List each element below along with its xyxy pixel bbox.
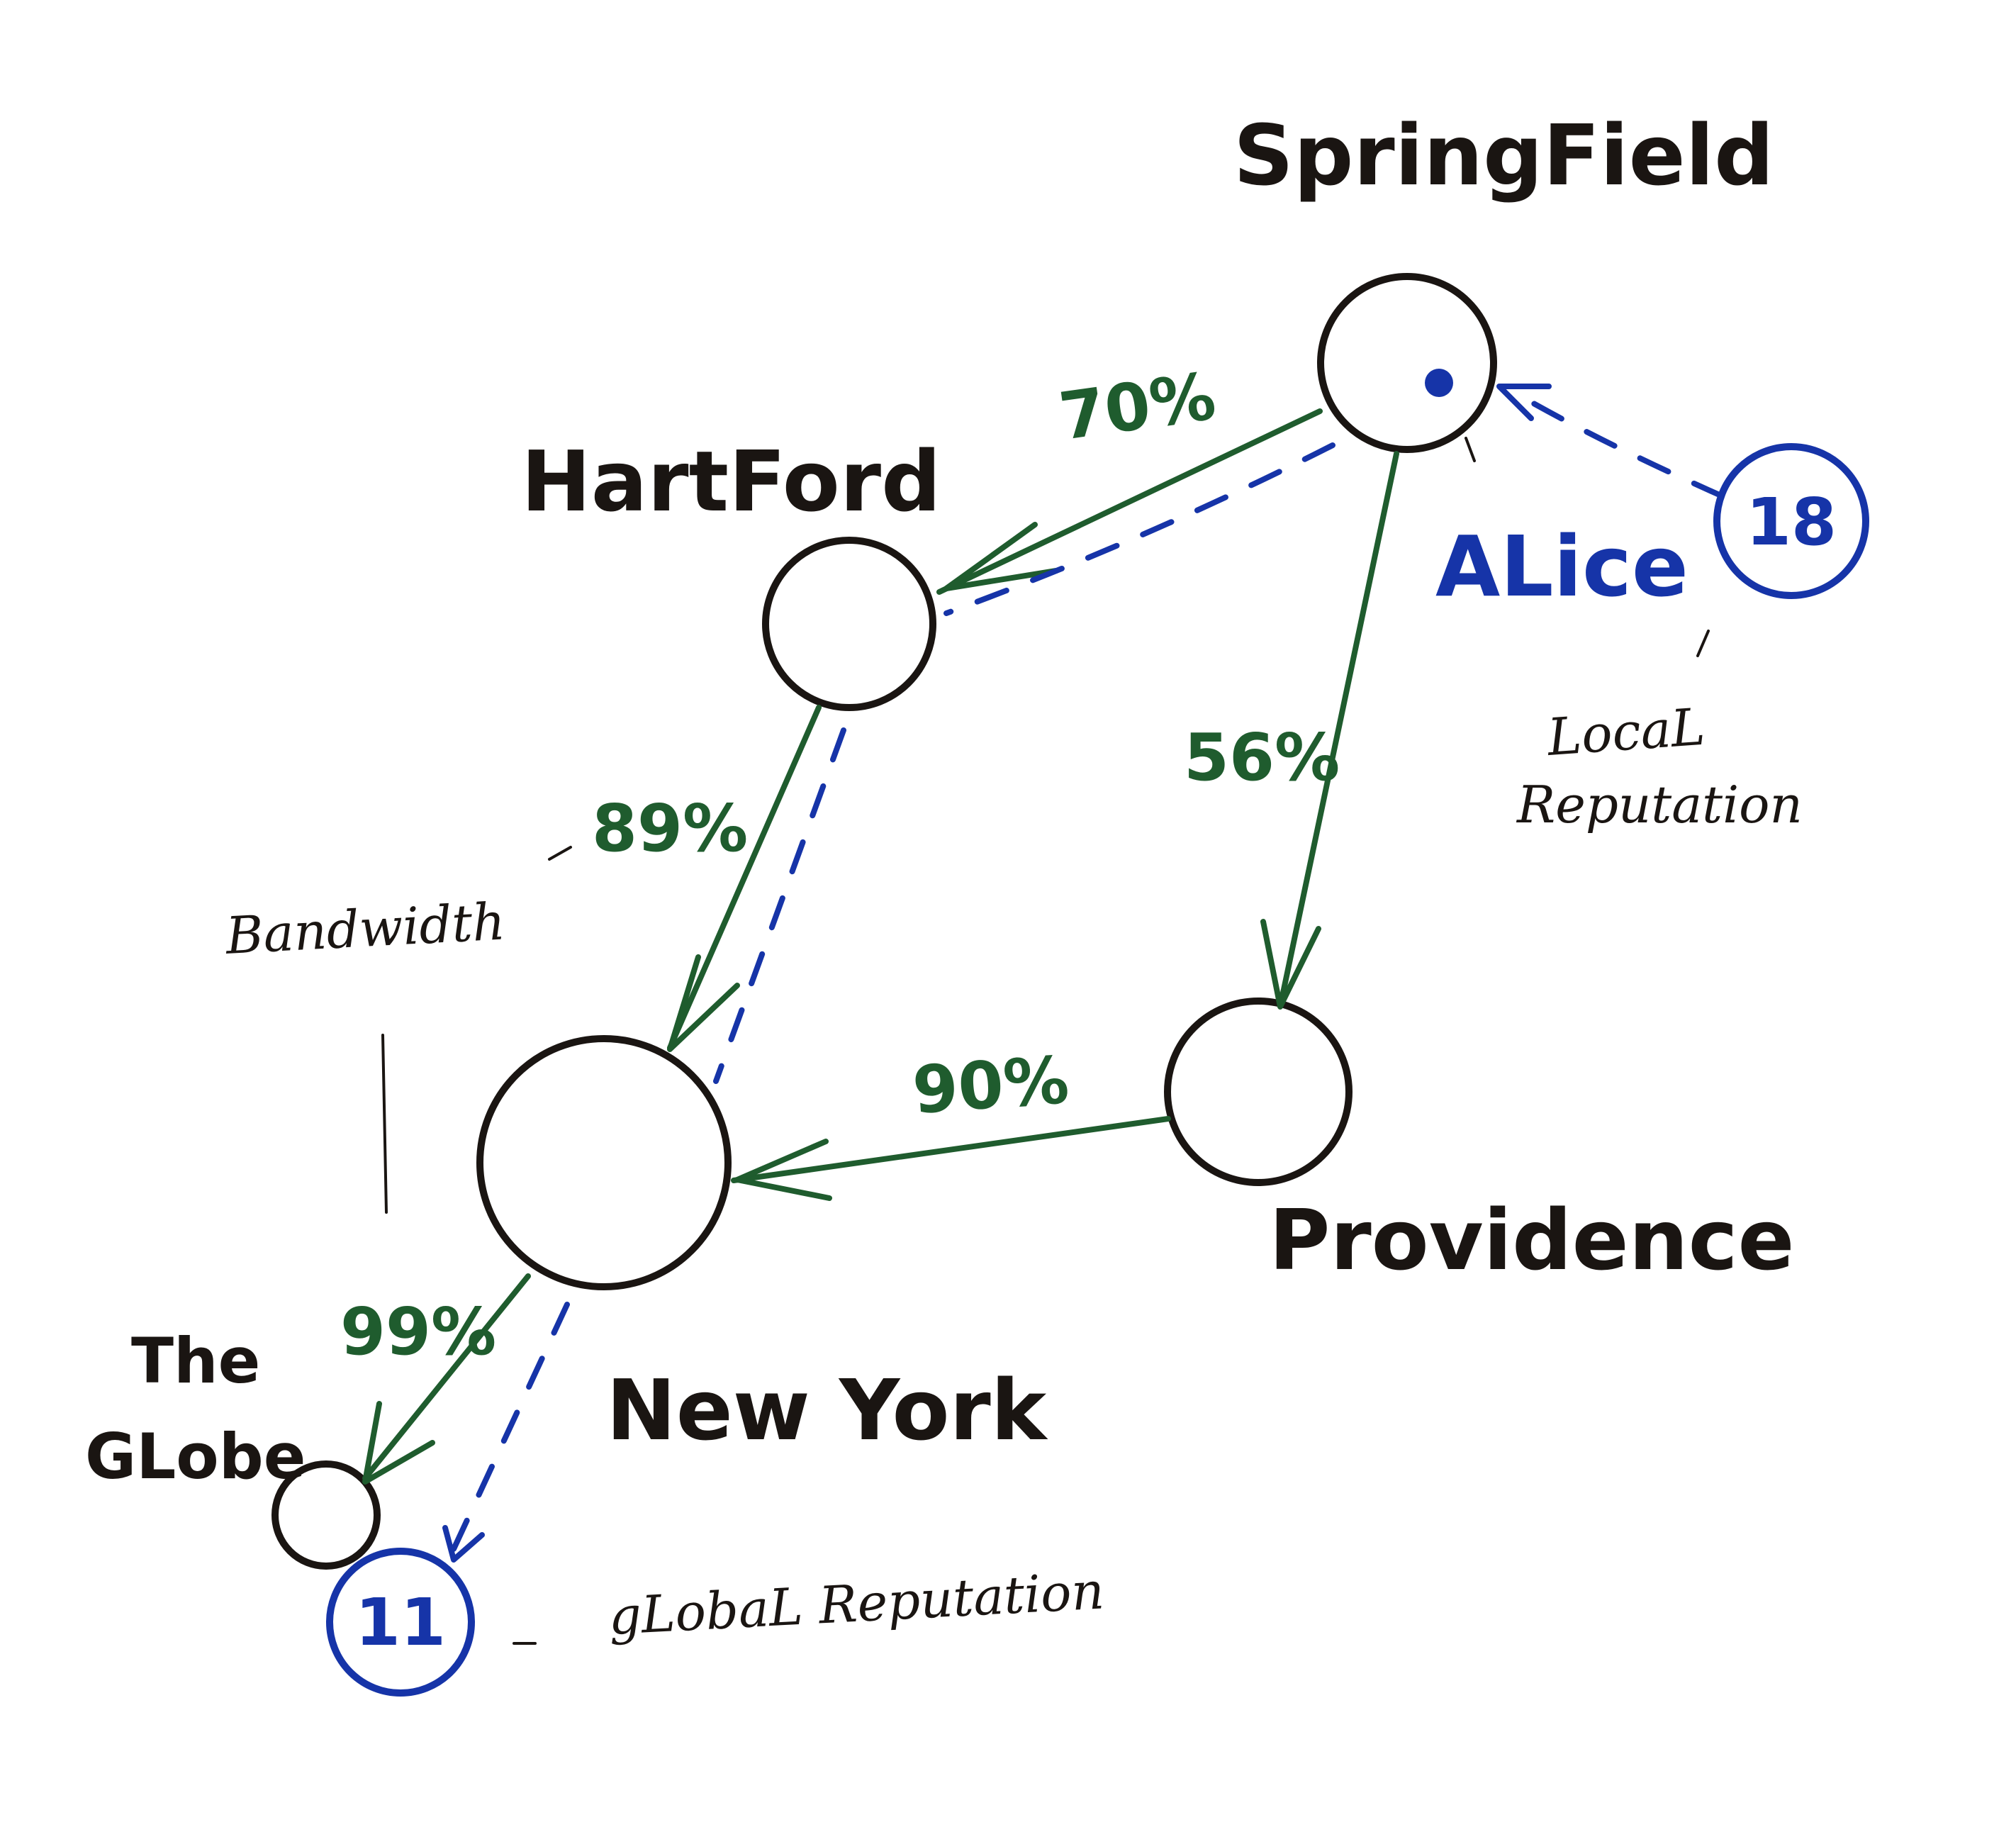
annotation-bandwidth: Bandwidth	[223, 891, 506, 966]
label-the-globe-line2: GLobe	[85, 1420, 306, 1493]
bandwidth-springfield-hartford: 70%	[1055, 358, 1220, 455]
alice-dot	[1425, 369, 1453, 397]
global-reputation-value: 11	[355, 1585, 446, 1660]
bandwidth-new-york-the-globe: 99%	[340, 1294, 496, 1370]
edge-hartford-new-york	[667, 705, 822, 1051]
edge-new-york-the-globe	[362, 1273, 531, 1481]
label-springfield: SpringField	[1233, 106, 1774, 204]
label-the-globe-line1: The	[131, 1324, 260, 1397]
arrowhead-global-reputation	[442, 1525, 485, 1563]
reputation-path-local-to-alice	[1507, 387, 1725, 499]
node-providence	[1164, 998, 1353, 1186]
arrowhead-providence	[1260, 919, 1321, 1010]
annotation-local-reputation-line2: Reputation	[1516, 775, 1803, 834]
arrowhead-the-globe	[362, 1401, 435, 1485]
arrowhead-new-york-from-hartford	[667, 954, 740, 1052]
local-reputation-value: 18	[1746, 484, 1837, 560]
annotation-local-reputation-line1: LocaL	[1544, 697, 1707, 767]
reputation-path-springfield-hartford	[943, 442, 1335, 616]
alice-leader-line	[1465, 437, 1476, 462]
bandwidth-bracket-line	[381, 1034, 388, 1214]
global-reputation-badge	[326, 1548, 475, 1697]
node-hartford	[762, 537, 936, 711]
bandwidth-springfield-providence: 56%	[1184, 720, 1340, 795]
reputation-path-hartford-new-york	[713, 727, 846, 1084]
edge-providence-new-york	[731, 1116, 1171, 1183]
bandwidth-leader-line	[548, 846, 572, 861]
label-providence: Providence	[1269, 1191, 1795, 1289]
local-reputation-badge	[1713, 443, 1869, 599]
label-hartford: HartFord	[521, 432, 941, 530]
reputation-path-new-york-global	[451, 1302, 570, 1552]
annotation-global-reputation: gLobaL Reputation	[607, 1560, 1105, 1646]
edge-springfield-providence	[1279, 451, 1399, 1002]
arrowhead-hartford	[943, 522, 1059, 591]
local-reputation-leader-line	[1696, 630, 1710, 657]
edge-springfield-hartford	[936, 408, 1323, 595]
arrowhead-new-york-from-providence	[734, 1139, 832, 1201]
bandwidth-providence-new-york: 90%	[910, 1042, 1071, 1129]
label-new-york: New York	[606, 1361, 1048, 1459]
node-new-york	[476, 1035, 732, 1290]
node-the-globe	[271, 1460, 381, 1570]
node-springfield	[1317, 273, 1497, 453]
bandwidth-hartford-new-york: 89%	[592, 790, 748, 866]
label-alice: ALice	[1435, 518, 1689, 615]
arrowhead-alice	[1496, 384, 1552, 421]
